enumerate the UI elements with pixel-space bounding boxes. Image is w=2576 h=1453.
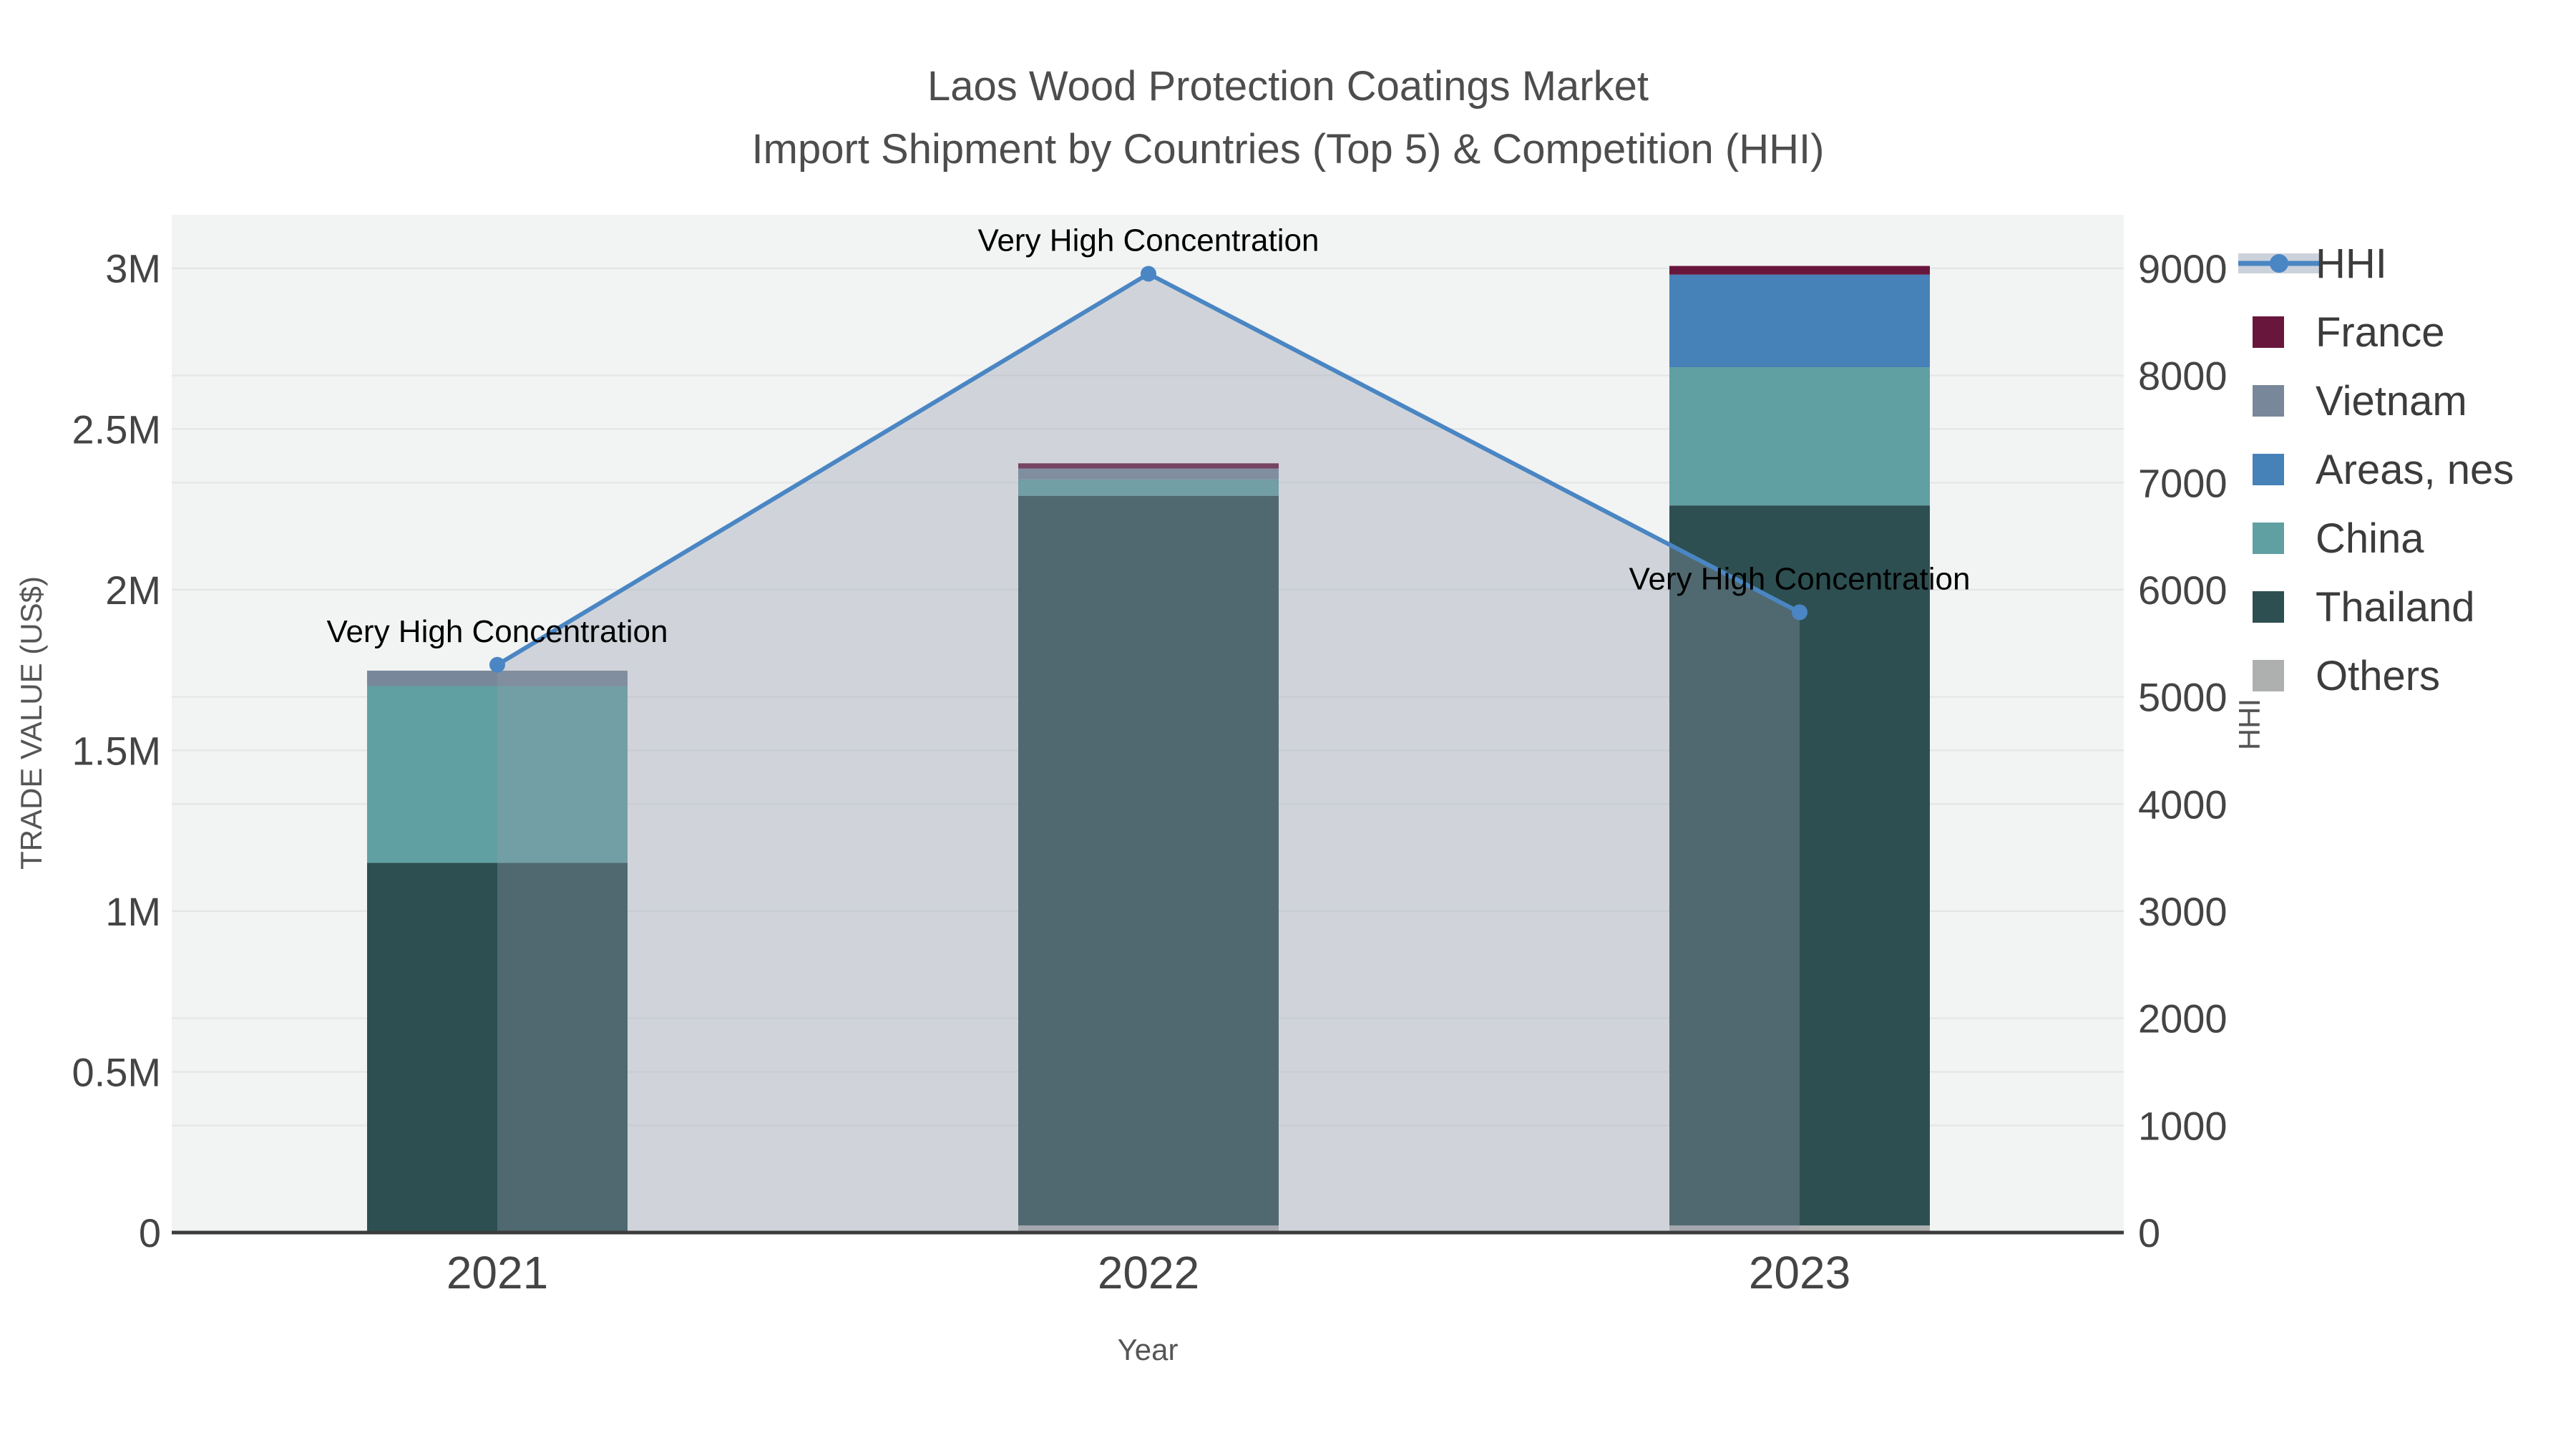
bar-segment-2023-france (1669, 266, 1930, 275)
y-right-tick: 5000 (2138, 675, 2228, 720)
legend-swatch-thailand (2253, 591, 2284, 623)
bar-segment-2022-others (1018, 1225, 1279, 1233)
legend-item-thailand[interactable]: Thailand (2253, 584, 2474, 631)
legend-swatch-china (2253, 523, 2284, 554)
hhi-area-polygon (497, 273, 1800, 1233)
y-right-tick: 1000 (2138, 1103, 2228, 1148)
legend-swatch-others (2253, 660, 2284, 691)
y-left-axis-title: TRADE VALUE (US$) (14, 576, 48, 870)
y-right-tick-labels: 0 1000 2000 3000 4000 5000 6000 7000 8000 9000 (2138, 246, 2228, 1255)
y-left-tick: 2.5M (72, 407, 162, 452)
legend-label: HHI (2316, 240, 2387, 287)
annotation-2022: Very High Concentration (978, 223, 1319, 258)
bar-segment-2023-areas-nes (1669, 274, 1930, 368)
y-left-tick: 2M (105, 568, 161, 613)
bar-segment-2022-thailand (1018, 495, 1279, 1226)
legend-label: France (2316, 309, 2445, 356)
chart-title-line2: Import Shipment by Countries (Top 5) & C… (752, 126, 1825, 172)
legend-item-vietnam[interactable]: Vietnam (2253, 378, 2467, 424)
hhi-line (489, 266, 1807, 673)
legend-swatch-vietnam (2253, 385, 2284, 417)
y-left-tick-labels: 0 0.5M 1M 1.5M 2M 2.5M 3M (72, 246, 162, 1255)
bar-segment-2023-others (1669, 1225, 1930, 1233)
bar-segment-2022-vietnam (1018, 468, 1279, 480)
y-right-tick: 8000 (2138, 354, 2228, 399)
x-tick-labels: 2021 2022 2023 (447, 1247, 1850, 1298)
y-left-tick: 3M (105, 246, 161, 291)
legend-item-china[interactable]: China (2253, 515, 2424, 562)
legend-swatch-france (2253, 316, 2284, 348)
bar-segment-2023-china (1669, 367, 1930, 506)
y-right-tick: 4000 (2138, 782, 2228, 827)
hhi-area-fill (497, 273, 1800, 1233)
legend-item-france[interactable]: France (2253, 309, 2445, 356)
hhi-marker-2023 (1792, 604, 1807, 621)
y-right-tick: 9000 (2138, 246, 2228, 291)
annotations: Very High Concentration Very High Concent… (327, 223, 1971, 648)
legend-label: Areas, nes (2316, 447, 2514, 493)
legend-label: Thailand (2316, 584, 2474, 631)
x-tick-2021: 2021 (447, 1247, 548, 1298)
y-left-tick: 1.5M (72, 728, 162, 773)
legend-item-hhi[interactable]: HHI (2238, 240, 2387, 287)
y-right-tick: 2000 (2138, 996, 2228, 1041)
hhi-marker-2022 (1141, 266, 1156, 282)
bar-segment-2021-china (367, 686, 628, 863)
stacked-bars (367, 266, 1930, 1233)
bar-segment-2022-china (1018, 479, 1279, 496)
bar-segment-2021-thailand (367, 862, 628, 1233)
y-left-tick: 0 (139, 1210, 161, 1255)
y-left-tick: 0.5M (72, 1049, 162, 1094)
hhi-legend-marker-icon (2270, 254, 2288, 273)
annotation-2021: Very High Concentration (327, 614, 668, 649)
y-right-tick: 0 (2138, 1210, 2160, 1255)
x-axis-title: Year (1118, 1333, 1179, 1366)
y-left-tick: 1M (105, 889, 161, 934)
legend-item-areas-nes[interactable]: Areas, nes (2253, 447, 2514, 493)
x-tick-2022: 2022 (1098, 1247, 1199, 1298)
legend-label: Others (2316, 653, 2440, 699)
bar-segment-2023-thailand (1669, 505, 1930, 1226)
legend-item-others[interactable]: Others (2253, 653, 2440, 699)
bar-segment-2021-vietnam (367, 670, 628, 686)
y-right-axis-title: HHI (2233, 699, 2266, 750)
bar-segment-2022-france (1018, 463, 1279, 469)
x-tick-2023: 2023 (1749, 1247, 1850, 1298)
legend: HHI France Vietnam Areas, nes China Thailand O… (2238, 240, 2514, 699)
annotation-2023: Very High Concentration (1629, 561, 1971, 596)
y-right-tick: 7000 (2138, 460, 2228, 505)
legend-label: China (2316, 515, 2424, 562)
legend-label: Vietnam (2316, 378, 2467, 424)
hhi-marker-2021 (489, 656, 505, 673)
legend-swatch-areas-nes (2253, 454, 2284, 485)
chart-title-line1: Laos Wood Protection Coatings Market (927, 63, 1649, 110)
y-right-tick: 6000 (2138, 568, 2228, 613)
y-right-tick: 3000 (2138, 889, 2228, 934)
